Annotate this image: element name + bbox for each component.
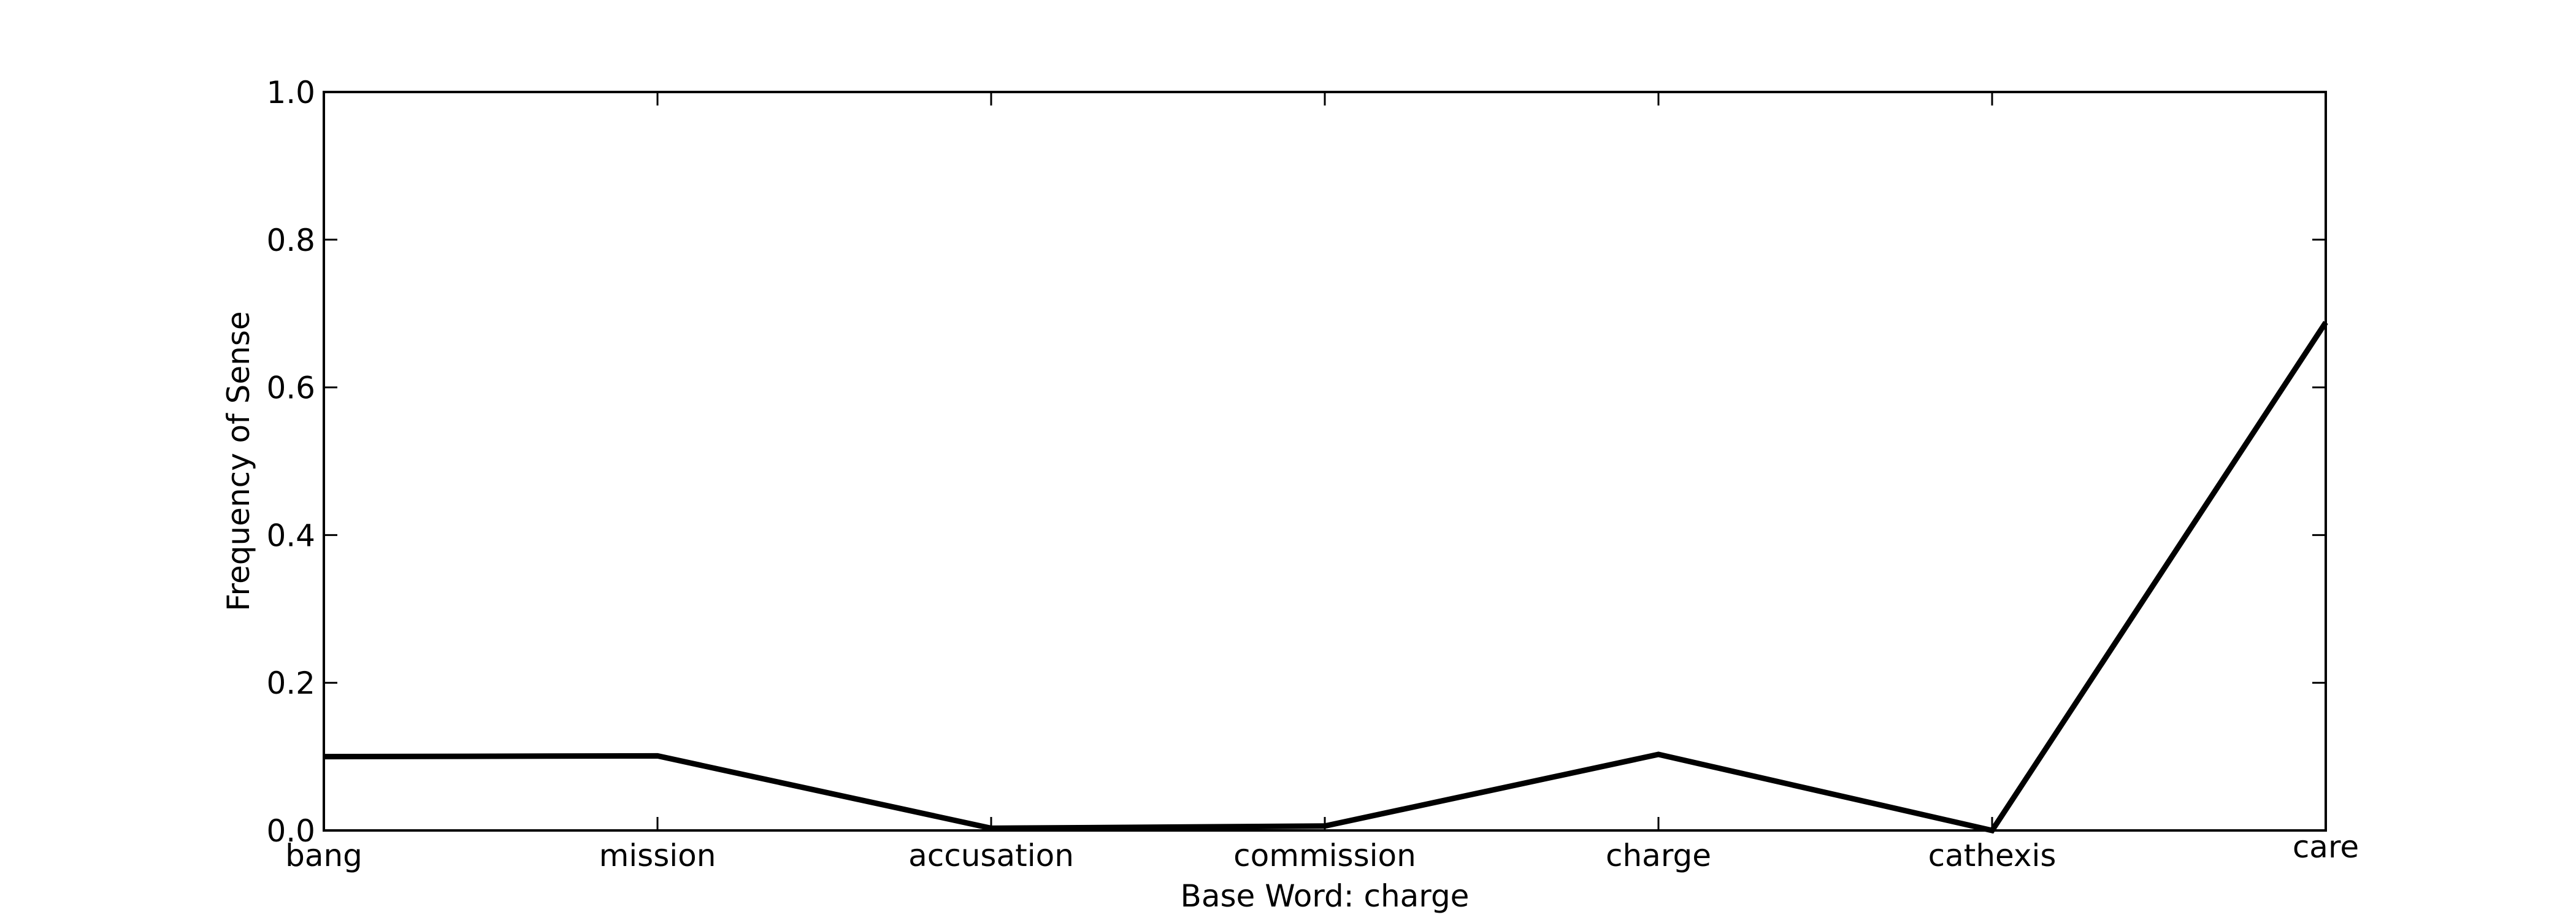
x-tick-label: accusation [908, 838, 1074, 873]
y-tick-label: 0.6 [266, 370, 315, 406]
series-line [323, 321, 2328, 834]
x-tick-label: mission [599, 838, 716, 873]
x-tick-label: care [2293, 829, 2359, 865]
y-tick-label: 0.8 [266, 223, 315, 258]
y-axis-label: Frequency of Sense [221, 311, 256, 611]
tick-marks [323, 91, 2327, 832]
y-tick-label: 1.0 [266, 75, 315, 110]
x-axis-label: Base Word: charge [1181, 878, 1470, 914]
y-tick-label: 0.0 [266, 813, 315, 849]
x-tick-labels: bang mission accusation commission charge cat… [285, 829, 2359, 873]
x-tick-label: commission [1233, 838, 1416, 873]
y-tick-label: 0.2 [266, 665, 315, 701]
x-tick-label: charge [1606, 838, 1711, 873]
y-tick-label: 0.4 [266, 518, 315, 553]
y-tick-labels: 0.0 0.2 0.4 0.6 0.8 1.0 [266, 75, 315, 849]
x-tick-label: bang [285, 838, 362, 873]
plot-area [323, 91, 2327, 832]
x-tick-label: cathexis [1928, 838, 2057, 873]
